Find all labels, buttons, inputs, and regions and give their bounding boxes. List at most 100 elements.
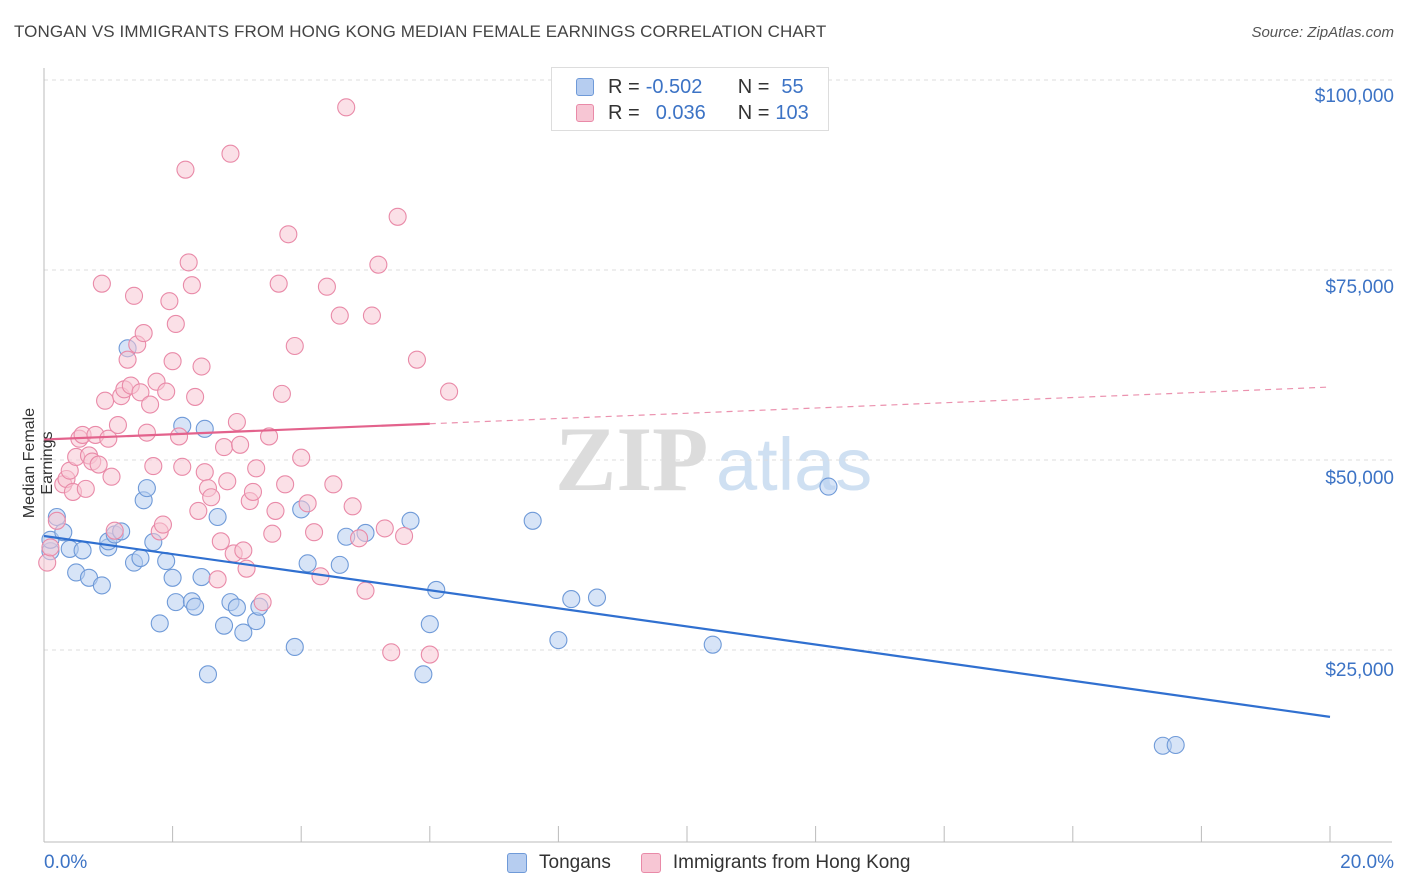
tongans-point [549,631,568,650]
tongans-point [208,507,227,527]
legend-label-tongans: Tongans [539,852,611,873]
tongans-point [401,511,420,530]
legend-item-hong-kong[interactable]: Immigrants from Hong Kong [640,852,911,874]
tongans-point [587,588,607,607]
tongans-point [214,616,234,635]
legend-r-value: -0.502 [645,75,703,98]
hong-kong-point [285,336,304,356]
watermark-zip: ZIP [555,408,708,510]
legend-row-tongans: R = -0.502 N = 55 [576,75,804,99]
hong-kong-point [214,438,234,457]
legend-swatch-tongans [576,78,594,96]
hong-kong-point [202,488,221,507]
legend-item-tongans[interactable]: Tongans [507,852,611,874]
tongans-point [414,665,433,684]
tongans-point [137,479,156,498]
tongans-point [163,568,182,587]
y-tick-label-25000: $25,000 [1325,660,1394,681]
hong-kong-point [243,482,263,501]
tongans-point [703,635,722,654]
hong-kong-point [420,645,439,664]
hong-kong-point [234,541,253,560]
legend-n-label: N = [737,75,770,98]
hong-kong-point [266,501,285,520]
legend-row-hong-kong: R = 0.036 N = 103 [576,101,809,125]
hong-kong-point [317,277,336,296]
hong-kong-point [263,524,282,543]
hong-kong-point [253,593,272,612]
hong-kong-point [218,472,237,491]
hong-kong-point [330,306,349,325]
legend-n-value: 103 [775,101,809,124]
hong-kong-point [99,429,118,448]
hong-kong-point [298,494,317,513]
tongans-point [150,614,169,633]
hong-kong-point [134,324,153,343]
hong-kong-point [350,529,369,548]
hong-kong-point [89,455,108,474]
hong-kong-trend-extension [429,386,1331,425]
hong-kong-point [388,207,407,226]
hong-kong-point [231,435,250,454]
tongans-point [298,554,317,573]
hong-kong-point [163,352,182,371]
y-tick-label-50000: $50,000 [1325,468,1394,489]
source-label: Source: ZipAtlas.com [1251,24,1394,41]
hong-kong-point [362,306,381,325]
tongans-point [819,477,838,496]
hong-kong-point [292,448,311,467]
hong-kong-point [382,643,401,662]
legend-swatch-hong-kong [640,853,661,873]
hong-kong-point [176,160,195,179]
hong-kong-point [337,98,356,117]
hong-kong-point [208,570,227,589]
legend-label-hong-kong: Immigrants from Hong Kong [672,852,911,873]
hong-kong-point [153,515,173,534]
hong-kong-point [247,459,266,478]
watermark-atlas: atlas [716,423,872,506]
hong-kong-point [227,412,246,432]
chart-title: TONGAN VS IMMIGRANTS FROM HONG KONG MEDI… [14,22,827,41]
tongans-point [234,623,253,642]
hong-kong-point [169,427,189,446]
tongans-trend-line [43,534,1331,718]
hong-kong-point [124,286,144,305]
hong-kong-point [276,475,295,494]
legend-r-value: 0.036 [655,101,706,124]
tongans-point [192,567,211,587]
hong-kong-point [38,553,57,572]
hong-kong-point [92,274,111,293]
hong-kong-point [76,479,95,498]
y-axis-label: Median Female Earnings [21,407,56,519]
legend-n-value: 55 [781,75,804,98]
hong-kong-point [343,497,362,516]
legend-n-label: N = [737,101,770,124]
hong-kong-point [182,276,201,295]
hong-kong-point [269,274,288,293]
hong-kong-point [137,423,156,442]
hong-kong-point [259,427,279,446]
hong-kong-point [105,521,124,540]
tongans-point [285,637,304,657]
hong-kong-trend-line [43,422,430,441]
hong-kong-point [179,253,198,272]
tongans-point [186,597,205,616]
hong-kong-point [41,538,60,557]
hong-kong-point [375,519,394,538]
hong-kong-point [47,511,66,530]
hong-kong-point [166,314,185,334]
hong-kong-point [144,457,163,476]
hong-kong-point [102,467,121,486]
y-tick-label-75000: $75,000 [1325,277,1394,298]
legend-swatch-tongans [507,853,527,873]
hong-kong-point [160,292,179,311]
tongans-point [92,576,111,595]
hong-kong-point [369,255,388,274]
tongans-point [330,555,349,574]
hong-kong-point [118,350,137,369]
correlation-legend: R = -0.502 N = 55 R = 0.036 N = 103 [551,67,829,131]
hong-kong-point [131,383,150,402]
hong-kong-point [173,457,192,476]
tongans-point [198,665,218,684]
